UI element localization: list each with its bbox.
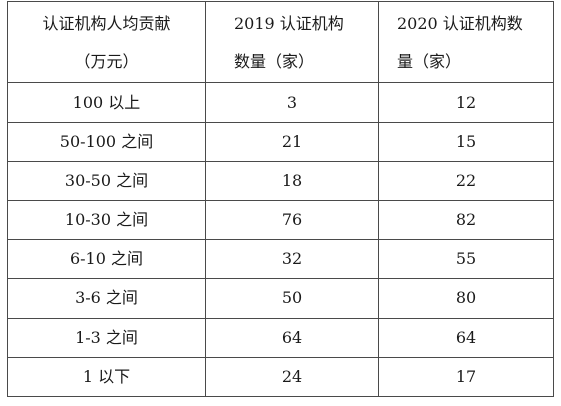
cell-2019: 50 xyxy=(205,278,379,319)
table-row: 50-100 之间 21 15 xyxy=(7,121,554,162)
certification-contribution-table: 认证机构人均贡献 （万元） 2019 认证机构 数量（家） 2020 认证机构数… xyxy=(7,0,554,398)
cell-2020: 22 xyxy=(378,160,554,201)
table-row: 100 以上 3 12 xyxy=(7,82,554,123)
header-2020-line1: 2020 认证机构数 xyxy=(397,14,523,33)
cell-range: 1 以下 xyxy=(7,356,206,398)
cell-range: 3-6 之间 xyxy=(7,278,206,319)
cell-2020: 17 xyxy=(378,356,554,398)
cell-2019: 18 xyxy=(205,160,379,201)
cell-2019: 32 xyxy=(205,239,379,280)
header-2019-count: 2019 认证机构 数量（家） xyxy=(205,0,379,84)
table-row: 1 以下 24 17 xyxy=(7,356,554,398)
cell-2020: 15 xyxy=(378,121,554,162)
header-2019-line1: 2019 认证机构 xyxy=(234,14,344,33)
cell-range: 1-3 之间 xyxy=(7,317,206,358)
cell-2020: 82 xyxy=(378,199,554,241)
cell-range: 6-10 之间 xyxy=(7,239,206,280)
cell-range: 100 以上 xyxy=(7,82,206,123)
cell-2020: 55 xyxy=(378,239,554,280)
cell-range: 10-30 之间 xyxy=(7,199,206,241)
table-row: 6-10 之间 32 55 xyxy=(7,239,554,280)
cell-2019: 3 xyxy=(205,82,379,123)
table-header-row: 认证机构人均贡献 （万元） 2019 认证机构 数量（家） 2020 认证机构数… xyxy=(7,0,554,84)
cell-2019: 21 xyxy=(205,121,379,162)
cell-2019: 76 xyxy=(205,199,379,241)
header-2020-count: 2020 认证机构数 量（家） xyxy=(378,0,554,84)
table-row: 1-3 之间 64 64 xyxy=(7,317,554,358)
header-contribution-line1: 认证机构人均贡献 xyxy=(42,14,171,33)
table-row: 30-50 之间 18 22 xyxy=(7,160,554,201)
cell-2020: 12 xyxy=(378,82,554,123)
cell-range: 30-50 之间 xyxy=(7,160,206,201)
header-contribution-line2: （万元） xyxy=(74,52,139,71)
cell-2019: 64 xyxy=(205,317,379,358)
header-2019-line2: 数量（家） xyxy=(234,52,315,71)
header-2020-line2: 量（家） xyxy=(397,52,462,71)
cell-2020: 80 xyxy=(378,278,554,319)
cell-2019: 24 xyxy=(205,356,379,398)
table-row: 10-30 之间 76 82 xyxy=(7,199,554,241)
cell-range: 50-100 之间 xyxy=(7,121,206,162)
header-contribution: 认证机构人均贡献 （万元） xyxy=(7,0,206,84)
table-row: 3-6 之间 50 80 xyxy=(7,278,554,319)
cell-2020: 64 xyxy=(378,317,554,358)
